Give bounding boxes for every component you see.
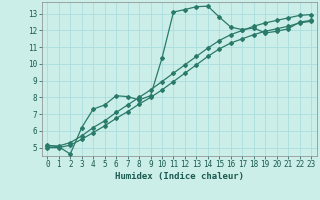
X-axis label: Humidex (Indice chaleur): Humidex (Indice chaleur) (115, 172, 244, 181)
